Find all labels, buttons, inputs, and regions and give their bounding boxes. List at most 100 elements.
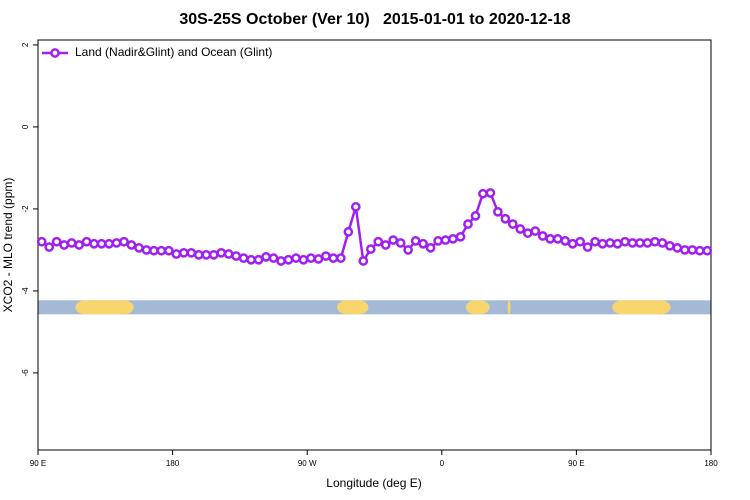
point	[96, 238, 107, 249]
x-tick-label: 90 E	[568, 459, 584, 468]
plot-frame	[37, 39, 712, 451]
point	[694, 245, 705, 256]
point	[66, 238, 77, 248]
point	[560, 236, 571, 246]
point	[425, 243, 436, 253]
land-span	[75, 300, 134, 315]
point	[470, 211, 481, 221]
point	[216, 247, 227, 258]
point	[365, 244, 376, 254]
point	[433, 236, 443, 246]
point	[36, 236, 47, 247]
y-tick-label: -4	[21, 287, 30, 295]
point	[291, 253, 301, 263]
point	[665, 240, 675, 251]
point	[149, 245, 159, 256]
point	[321, 251, 331, 261]
legend-label: Land (Nadir&Glint) and Ocean (Glint)	[75, 45, 272, 59]
x-tick-label: 0	[440, 459, 445, 468]
point	[201, 249, 212, 260]
point	[283, 254, 294, 265]
point	[672, 243, 683, 253]
point	[343, 227, 354, 237]
point	[306, 253, 316, 263]
point	[552, 234, 563, 244]
point	[597, 238, 608, 249]
point	[268, 253, 279, 263]
point	[567, 238, 578, 249]
point	[627, 238, 638, 248]
point	[59, 240, 70, 250]
point	[164, 245, 174, 256]
point	[702, 245, 713, 256]
point	[276, 256, 286, 266]
land-span	[612, 300, 671, 315]
point	[455, 231, 466, 242]
point	[141, 245, 152, 255]
point	[44, 242, 55, 252]
land-span	[465, 300, 490, 315]
point	[537, 231, 548, 241]
point	[156, 245, 167, 256]
point	[635, 238, 645, 248]
point	[178, 247, 189, 258]
point	[605, 238, 615, 248]
point	[134, 243, 144, 253]
y-tick-label: -2	[21, 205, 30, 213]
point	[507, 219, 518, 229]
point	[313, 254, 324, 264]
point	[104, 238, 114, 249]
point	[358, 256, 369, 266]
point	[493, 206, 503, 217]
point	[545, 234, 556, 244]
point	[650, 236, 660, 247]
point	[478, 188, 488, 199]
point	[336, 253, 346, 263]
point	[620, 236, 630, 247]
point	[171, 249, 182, 259]
point	[238, 253, 249, 263]
point	[193, 249, 204, 260]
point	[89, 238, 99, 249]
point	[448, 234, 458, 244]
x-axis-label: Longitude (deg E)	[326, 476, 421, 490]
point	[126, 240, 137, 250]
point	[119, 236, 129, 247]
y-tick-label: -6	[21, 369, 30, 377]
x-tick-label: 180	[166, 459, 180, 468]
point	[418, 238, 428, 249]
point	[395, 238, 406, 248]
point	[575, 236, 585, 247]
y-axis-label: XCO2 - MLO trend (ppm)	[1, 178, 15, 313]
land-span	[337, 300, 369, 315]
point	[530, 226, 541, 236]
point	[74, 240, 84, 250]
point	[463, 219, 473, 229]
ocean-band	[38, 300, 711, 315]
point	[657, 238, 668, 248]
point	[642, 238, 653, 248]
point	[410, 236, 421, 246]
point	[231, 251, 242, 261]
point	[253, 254, 264, 265]
point	[380, 240, 391, 250]
x-tick-label: 90 W	[298, 459, 317, 468]
point	[223, 249, 234, 259]
point	[328, 253, 339, 263]
point	[403, 245, 413, 255]
point	[515, 224, 526, 234]
x-tick-label: 90 E	[30, 459, 46, 468]
point	[687, 245, 698, 255]
point	[186, 247, 197, 258]
x-tick-label: 180	[704, 459, 718, 468]
point	[298, 254, 309, 265]
point	[612, 238, 623, 249]
point	[440, 235, 451, 245]
chart-title: 30S-25S October (Ver 10) 2015-01-01 to 2…	[179, 11, 570, 28]
point	[81, 236, 92, 247]
point	[582, 242, 593, 252]
y-tick-label: 0	[21, 124, 30, 129]
point	[111, 238, 122, 248]
land-span	[507, 300, 511, 315]
